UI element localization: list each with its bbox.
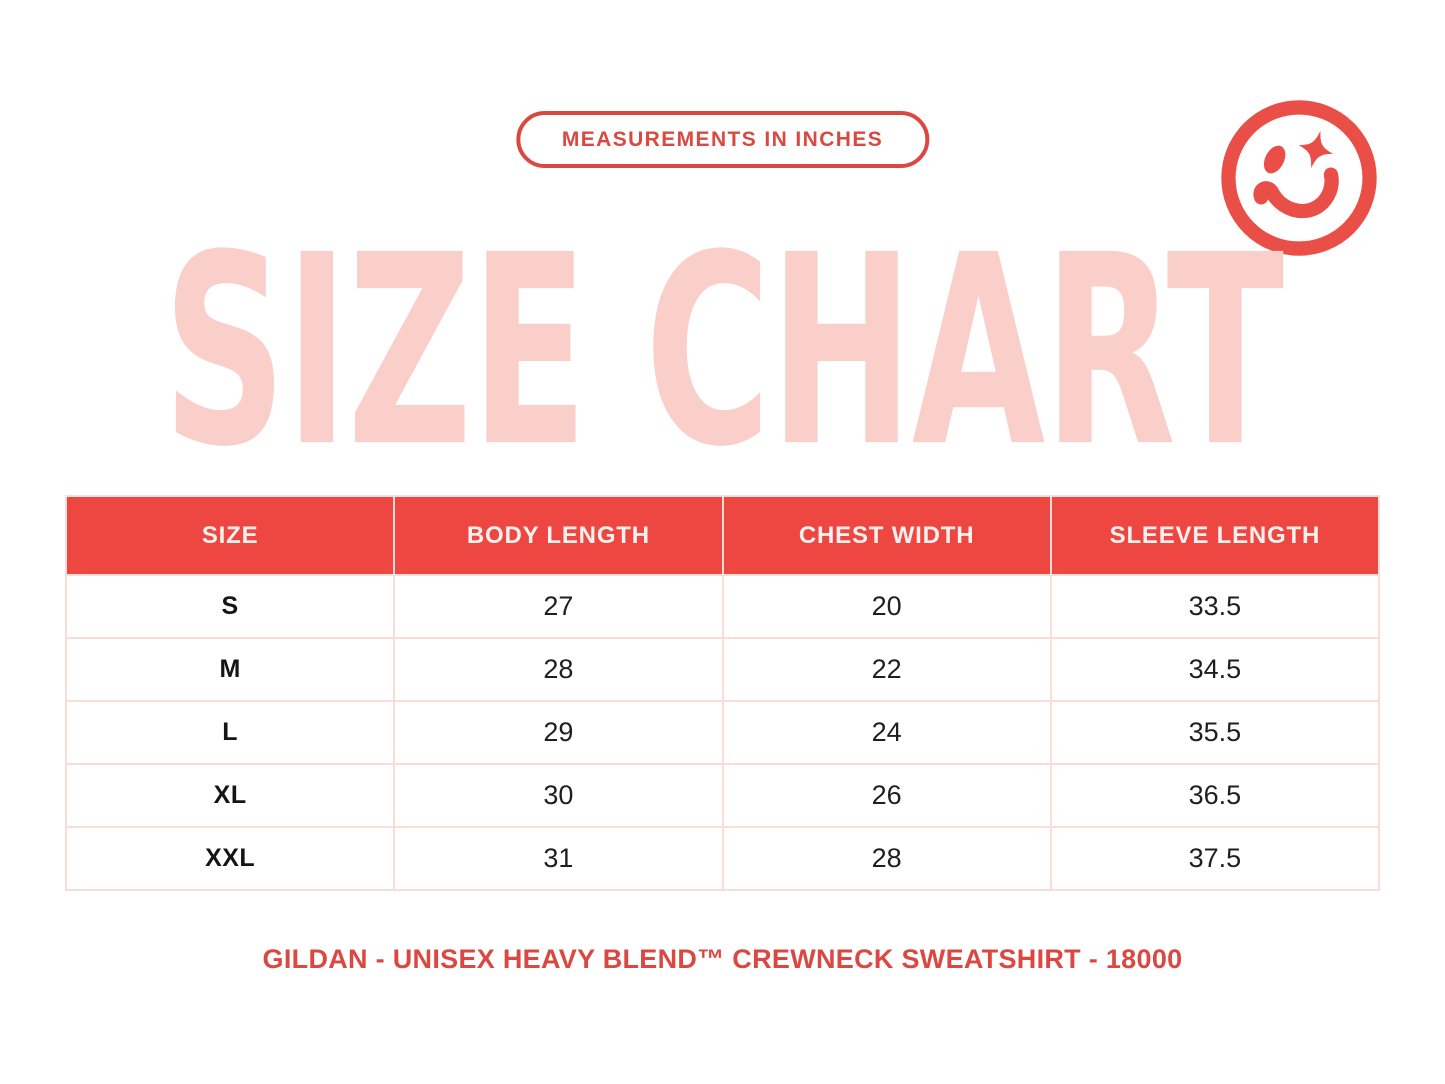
column-header-size: SIZE bbox=[64, 495, 396, 576]
size-table-header: SIZE BODY LENGTH CHEST WIDTH SLEEVE LENG… bbox=[64, 495, 1381, 576]
table-row-m: M 28 22 34.5 bbox=[64, 637, 1381, 702]
body-length-cell: 29 bbox=[393, 700, 724, 765]
size-cell: XXL bbox=[64, 826, 396, 891]
column-header-body-length: BODY LENGTH bbox=[393, 495, 724, 576]
size-table: SIZE BODY LENGTH CHEST WIDTH SLEEVE LENG… bbox=[64, 495, 1381, 891]
measurements-badge: MEASUREMENTS IN INCHES bbox=[515, 111, 930, 168]
smiley-sparkle-eye bbox=[1298, 130, 1333, 169]
sleeve-length-cell: 34.5 bbox=[1049, 637, 1381, 702]
body-length-cell: 30 bbox=[393, 763, 724, 828]
column-header-chest-width: CHEST WIDTH bbox=[721, 495, 1052, 576]
column-header-sleeve-length: SLEEVE LENGTH bbox=[1049, 495, 1381, 576]
sleeve-length-cell: 35.5 bbox=[1049, 700, 1381, 765]
body-length-cell: 28 bbox=[393, 637, 724, 702]
size-cell: S bbox=[64, 574, 396, 639]
body-length-cell: 27 bbox=[393, 574, 724, 639]
table-row-l: L 29 24 35.5 bbox=[64, 700, 1381, 765]
chest-width-cell: 24 bbox=[721, 700, 1052, 765]
measurements-badge-label: MEASUREMENTS IN INCHES bbox=[561, 127, 884, 151]
smiley-face-outline bbox=[1221, 100, 1377, 256]
chest-width-cell: 22 bbox=[721, 637, 1052, 702]
size-cell: M bbox=[64, 637, 396, 702]
size-cell: L bbox=[64, 700, 396, 765]
chest-width-cell: 26 bbox=[721, 763, 1052, 828]
table-row-xl: XL 30 26 36.5 bbox=[64, 763, 1381, 828]
sleeve-length-cell: 36.5 bbox=[1049, 763, 1381, 828]
header-row: SIZE BODY LENGTH CHEST WIDTH SLEEVE LENG… bbox=[64, 495, 1381, 576]
size-table-body: S 27 20 33.5 M 28 22 34.5 L 29 24 35.5 X… bbox=[64, 574, 1381, 891]
body-length-cell: 31 bbox=[393, 826, 724, 891]
size-cell: XL bbox=[64, 763, 396, 828]
page-title: SIZE CHART bbox=[162, 200, 1285, 505]
smiley-sparkle-icon bbox=[1221, 100, 1377, 256]
smiley-smile bbox=[1253, 167, 1339, 219]
chest-width-cell: 20 bbox=[721, 574, 1052, 639]
chest-width-cell: 28 bbox=[721, 826, 1052, 891]
sleeve-length-cell: 37.5 bbox=[1049, 826, 1381, 891]
table-row-s: S 27 20 33.5 bbox=[64, 574, 1381, 639]
smiley-left-eye bbox=[1263, 145, 1286, 174]
table-row-xxl: XXL 31 28 37.5 bbox=[64, 826, 1381, 891]
product-name: GILDAN - UNISEX HEAVY BLEND™ CREWNECK SW… bbox=[262, 944, 1183, 974]
sleeve-length-cell: 33.5 bbox=[1049, 574, 1381, 639]
